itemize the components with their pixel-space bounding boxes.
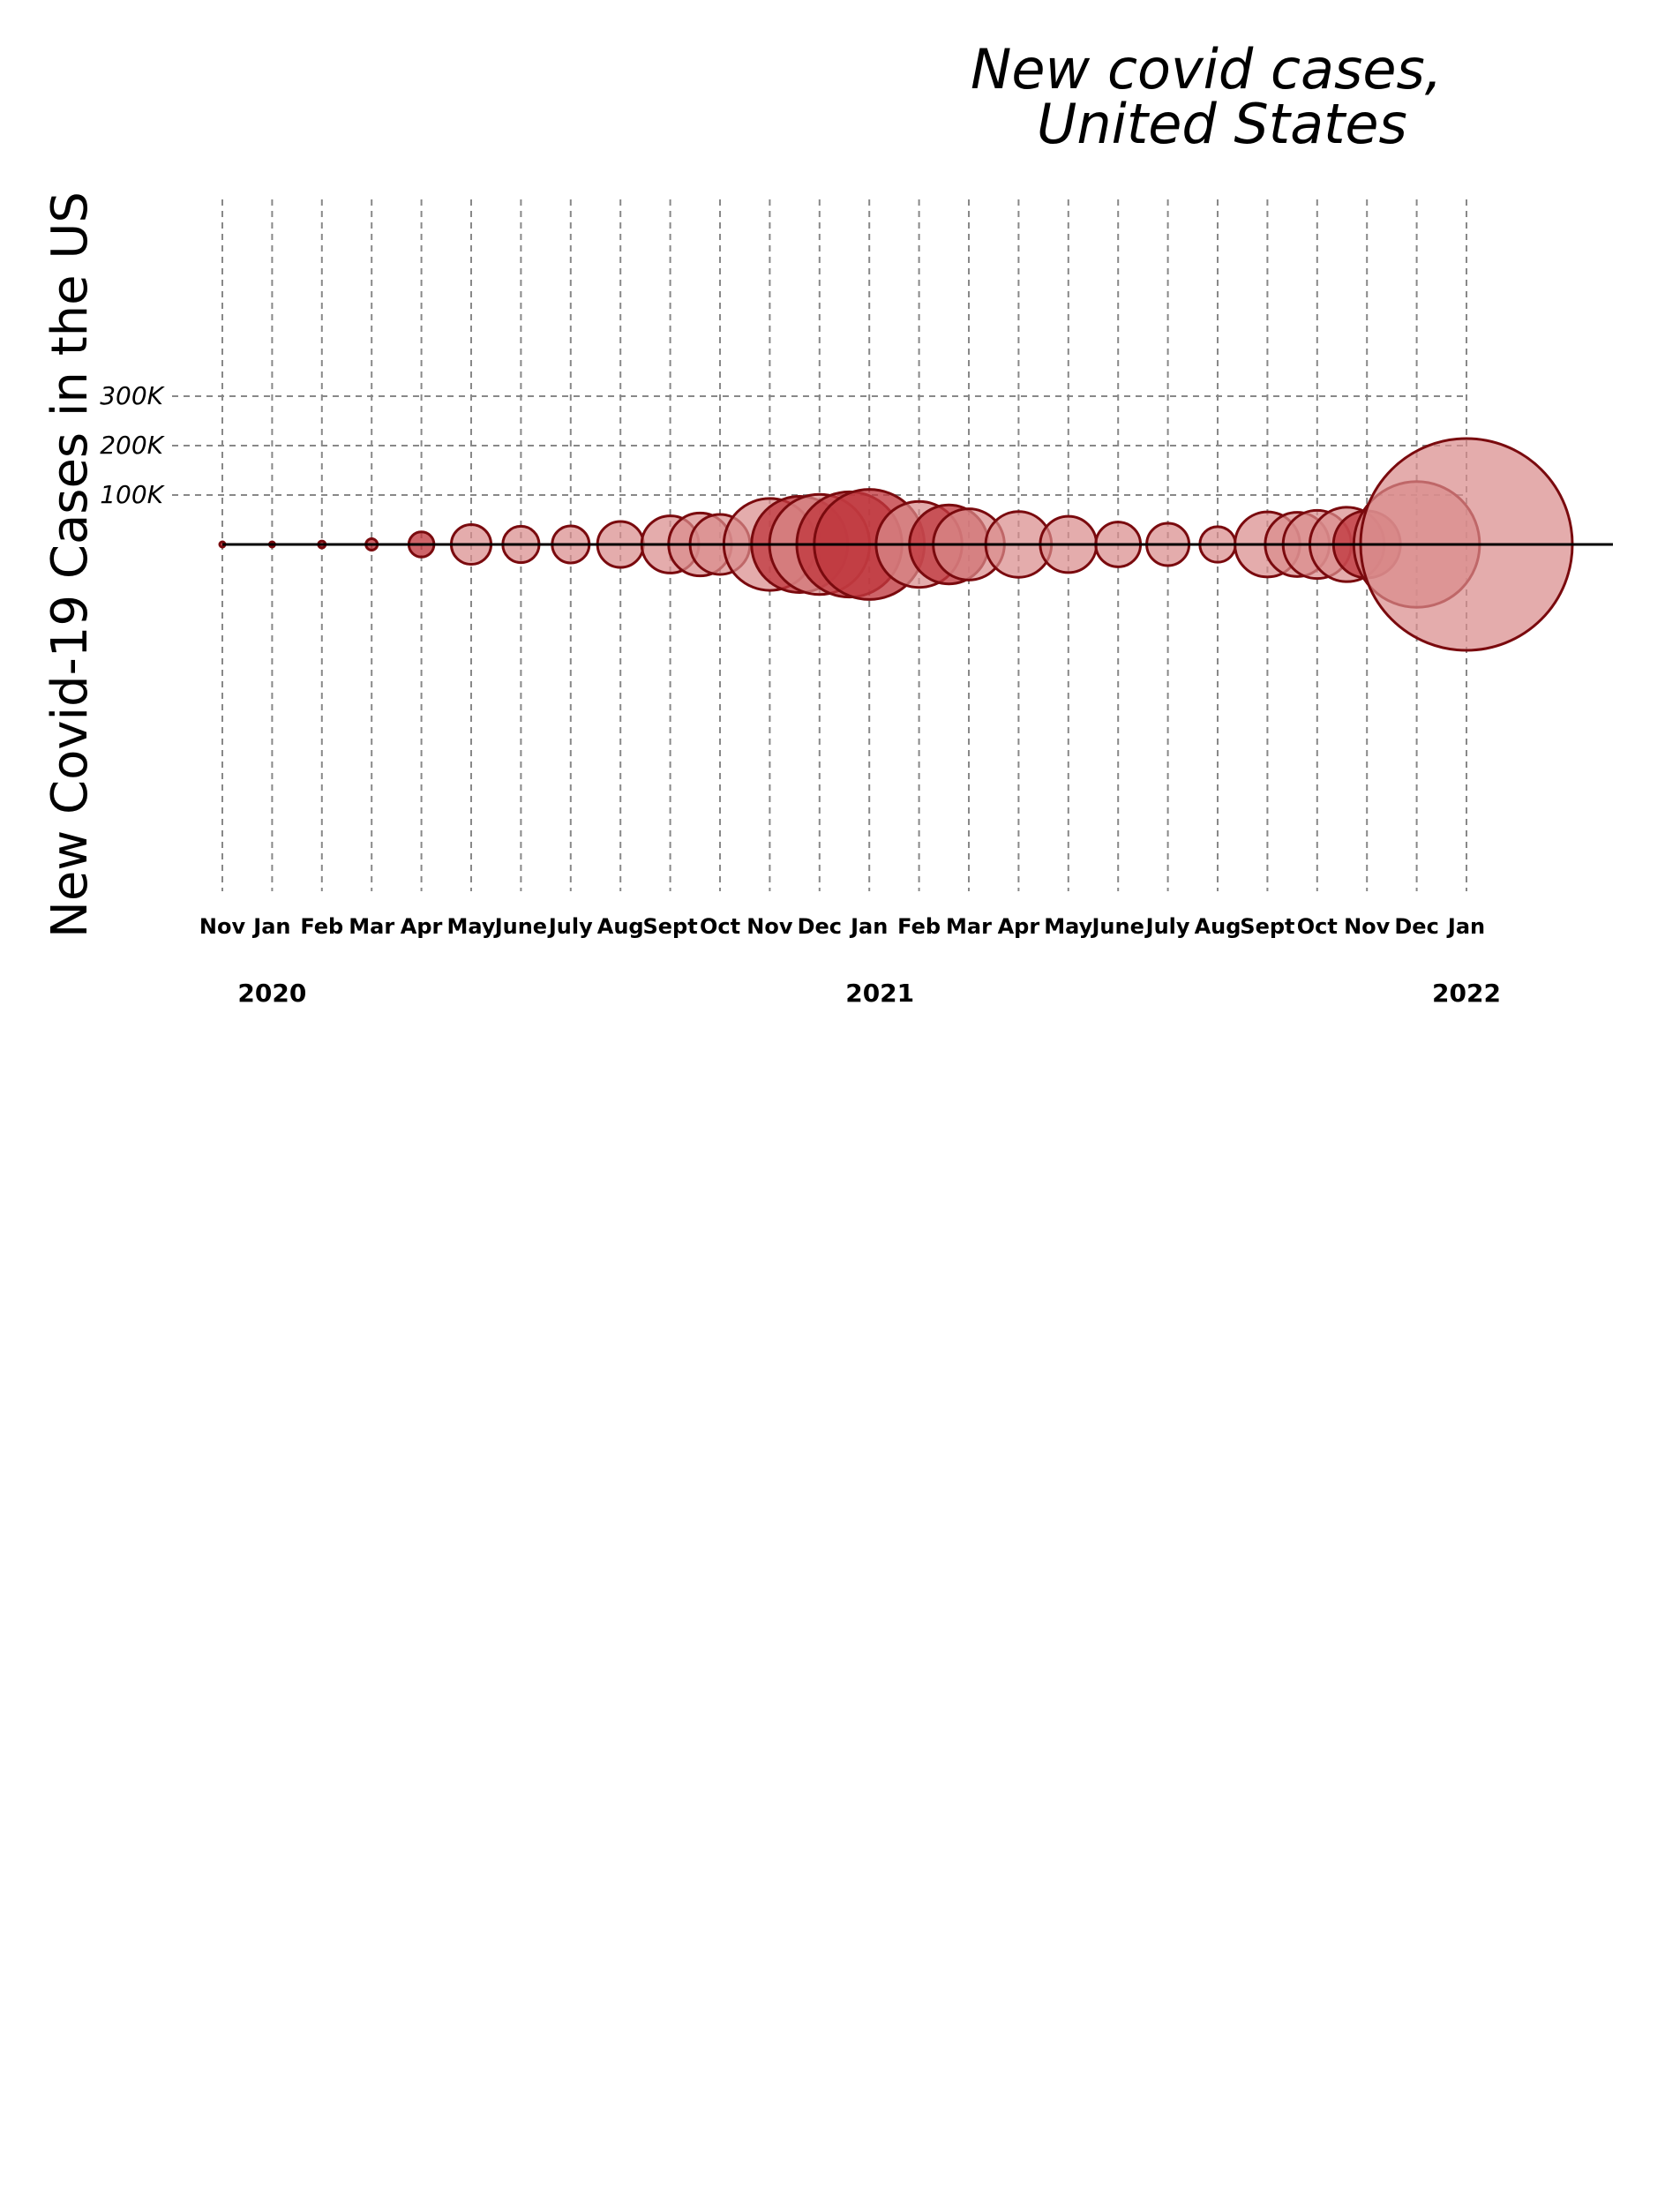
x-tick-label: Sept <box>642 914 697 939</box>
x-tick-label: Nov <box>746 914 793 939</box>
y-tick-label: 300K <box>100 381 165 410</box>
x-tick-label: Apr <box>401 914 443 939</box>
chart-title-line-1: New covid cases, <box>971 37 1442 101</box>
x-tick-label: July <box>1144 914 1190 939</box>
x-tick-label: Oct <box>1297 914 1338 939</box>
x-tick-label: Dec <box>1394 914 1438 939</box>
x-tick-label: Jan <box>251 914 290 939</box>
x-tick-label: May <box>1044 914 1092 939</box>
y-axis-label: New Covid-19 Cases in the US <box>41 191 99 938</box>
x-tick-label: July <box>547 914 593 939</box>
x-tick-label: Feb <box>897 914 941 939</box>
year-label: 2022 <box>1432 979 1501 1008</box>
x-tick-label: Apr <box>998 914 1040 939</box>
x-tick-label: Mar <box>349 914 394 939</box>
y-tick-label: 100K <box>100 480 165 509</box>
x-tick-label: June <box>493 914 547 939</box>
year-label: 2020 <box>237 979 306 1008</box>
year-label: 2021 <box>845 979 914 1008</box>
x-tick-label: Jan <box>849 914 888 939</box>
x-tick-label: Nov <box>199 914 246 939</box>
x-tick-label: Feb <box>300 914 343 939</box>
chart-title-line-2: United States <box>1037 92 1407 156</box>
x-tick-label: Jan <box>1446 914 1485 939</box>
x-tick-label: June <box>1091 914 1144 939</box>
x-tick-label: Mar <box>946 914 992 939</box>
x-tick-label: Dec <box>798 914 842 939</box>
y-tick-label: 200K <box>100 431 165 460</box>
x-tick-label: Sept <box>1240 914 1294 939</box>
x-tick-label: Oct <box>700 914 740 939</box>
x-tick-label: Aug <box>1195 914 1241 939</box>
x-tick-label: Aug <box>597 914 644 939</box>
x-tick-label: Nov <box>1344 914 1391 939</box>
x-tick-label: May <box>447 914 496 939</box>
